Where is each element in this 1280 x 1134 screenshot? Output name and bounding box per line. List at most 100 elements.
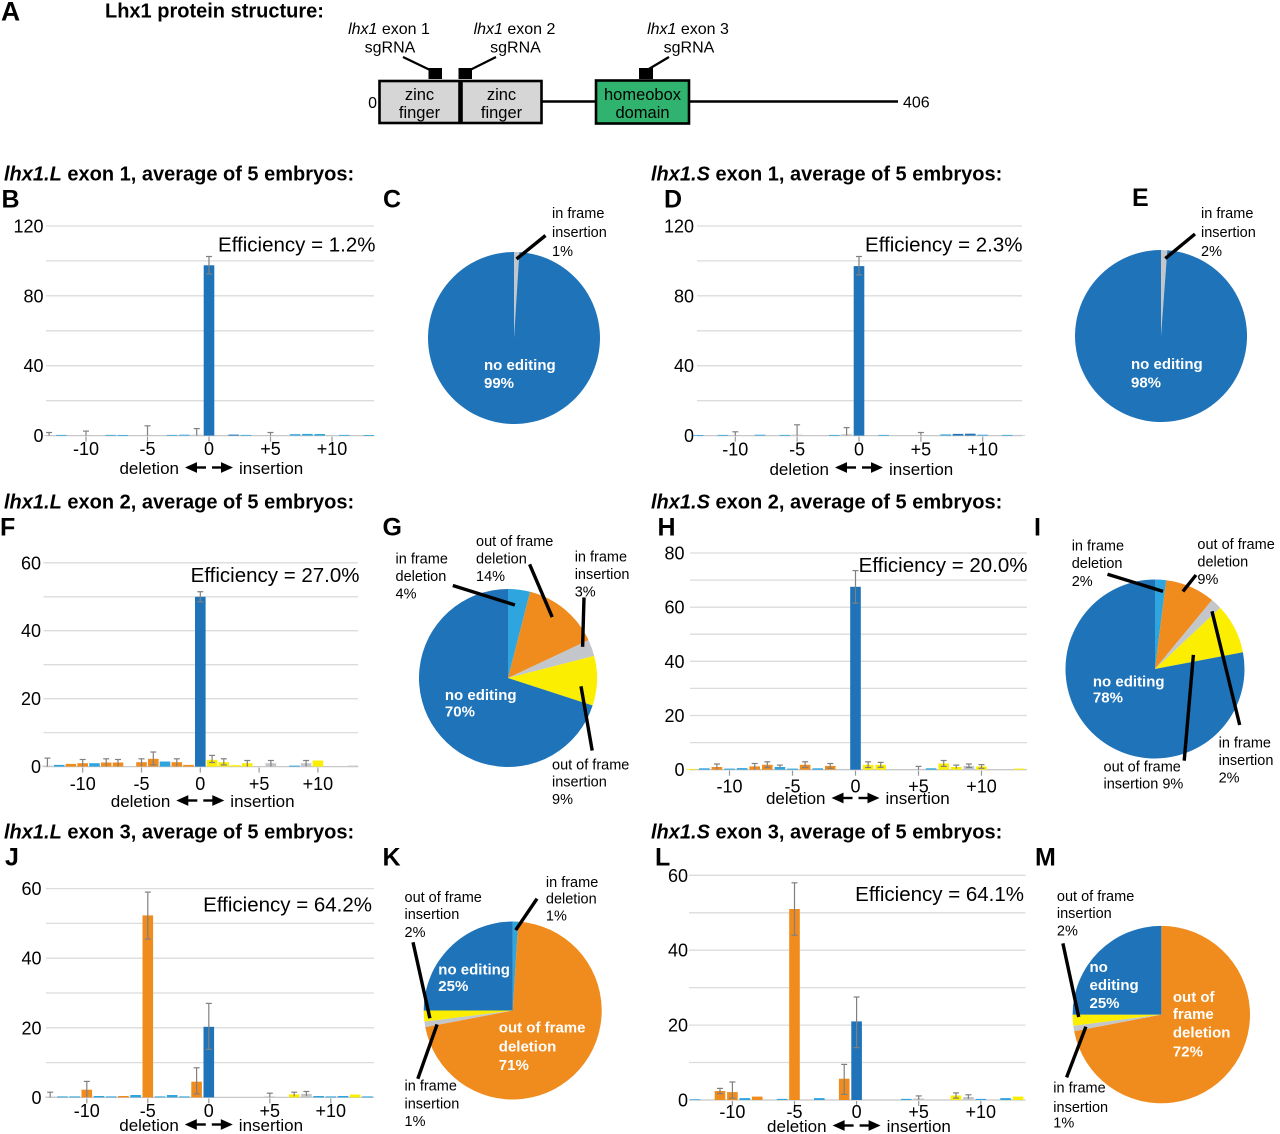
svg-text:-5: -5 — [784, 777, 800, 797]
svg-text:deletion: deletion — [111, 792, 171, 811]
svg-text:2%: 2% — [1201, 244, 1222, 260]
svg-text:-10: -10 — [722, 440, 748, 460]
svg-text:Efficiency = 64.2%: Efficiency = 64.2% — [203, 894, 372, 917]
svg-text:deletion: deletion — [546, 892, 597, 908]
svg-text:+5: +5 — [260, 439, 281, 459]
svg-text:out of frame: out of frame — [476, 534, 553, 550]
svg-text:-10: -10 — [70, 774, 96, 794]
svg-text:4%: 4% — [396, 587, 417, 603]
svg-text:deletion: deletion — [1072, 556, 1123, 572]
svg-text:deletion: deletion — [396, 569, 447, 585]
svg-text:lhx1.L exon 2, average of 5 em: lhx1.L exon 2, average of 5 embryos: — [4, 492, 354, 514]
svg-text:-5: -5 — [139, 439, 155, 459]
svg-text:deletion: deletion — [1173, 1025, 1231, 1042]
svg-text:Efficiency = 64.1%: Efficiency = 64.1% — [855, 883, 1024, 906]
svg-text:14%: 14% — [476, 569, 505, 585]
svg-text:insertion: insertion — [230, 792, 294, 811]
svg-text:insertion: insertion — [405, 907, 460, 923]
svg-text:1%: 1% — [1053, 1116, 1074, 1132]
svg-text:lhx1 exon 3: lhx1 exon 3 — [647, 21, 729, 38]
svg-text:-5: -5 — [789, 440, 805, 460]
svg-text:70%: 70% — [445, 704, 475, 721]
svg-text:domain: domain — [615, 104, 669, 122]
svg-text:lhx1.L exon 1, average of 5 em: lhx1.L exon 1, average of 5 embryos: — [4, 164, 354, 186]
svg-text:frame: frame — [1173, 1006, 1214, 1023]
svg-text:Efficiency = 1.2%: Efficiency = 1.2% — [218, 234, 375, 257]
svg-text:71%: 71% — [499, 1057, 529, 1074]
svg-text:finger: finger — [399, 104, 441, 122]
svg-text:editing: editing — [1090, 977, 1139, 994]
svg-text:C: C — [383, 186, 401, 214]
svg-text:lhx1.S exon 3, average of 5 em: lhx1.S exon 3, average of 5 embryos: — [651, 822, 1002, 844]
svg-text:+5: +5 — [911, 440, 932, 460]
svg-text:60: 60 — [668, 866, 688, 886]
svg-text:in frame: in frame — [1072, 539, 1124, 555]
svg-text:120: 120 — [664, 217, 694, 237]
svg-text:20: 20 — [21, 689, 41, 709]
svg-text:40: 40 — [23, 356, 43, 376]
svg-text:60: 60 — [21, 553, 41, 573]
svg-text:1%: 1% — [546, 909, 567, 925]
svg-text:40: 40 — [21, 621, 41, 641]
svg-text:2%: 2% — [1057, 924, 1078, 940]
svg-text:Efficiency = 2.3%: Efficiency = 2.3% — [865, 234, 1022, 257]
svg-text:out of: out of — [1173, 989, 1216, 1006]
svg-text:0: 0 — [33, 426, 43, 446]
svg-text:lhx1 exon 2: lhx1 exon 2 — [474, 21, 556, 38]
svg-text:insertion: insertion — [239, 1116, 303, 1134]
svg-text:insertion: insertion — [575, 567, 630, 583]
svg-text:-10: -10 — [719, 1102, 745, 1122]
svg-text:deletion: deletion — [119, 459, 179, 478]
svg-text:25%: 25% — [438, 978, 468, 995]
svg-text:0: 0 — [852, 1102, 862, 1122]
svg-text:insertion: insertion — [1201, 225, 1256, 241]
svg-text:120: 120 — [13, 217, 43, 237]
svg-text:Efficiency = 20.0%: Efficiency = 20.0% — [859, 554, 1028, 577]
svg-text:lhx1 exon 1: lhx1 exon 1 — [348, 21, 430, 38]
svg-text:sgRNA: sgRNA — [664, 40, 715, 57]
svg-text:Lhx1 protein structure:: Lhx1 protein structure: — [105, 1, 324, 23]
svg-text:insertion: insertion — [1057, 906, 1112, 922]
svg-text:60: 60 — [664, 598, 684, 618]
svg-text:A: A — [1, 0, 20, 27]
svg-text:0: 0 — [31, 1088, 41, 1108]
svg-text:deletion: deletion — [499, 1039, 557, 1056]
svg-text:in frame: in frame — [1201, 206, 1253, 222]
svg-text:0: 0 — [678, 1091, 688, 1111]
svg-text:in frame: in frame — [552, 206, 604, 222]
svg-text:deletion: deletion — [767, 1117, 827, 1134]
svg-text:out of frame: out of frame — [1057, 889, 1134, 905]
svg-text:no editing: no editing — [1131, 356, 1203, 373]
svg-text:2%: 2% — [405, 925, 426, 941]
svg-text:+10: +10 — [966, 777, 997, 797]
svg-text:2%: 2% — [1219, 771, 1240, 787]
svg-text:insertion: insertion — [1053, 1100, 1108, 1116]
svg-text:lhx1.S exon 1, average of 5 em: lhx1.S exon 1, average of 5 embryos: — [651, 164, 1002, 186]
svg-text:40: 40 — [21, 949, 41, 969]
svg-text:deletion: deletion — [766, 789, 826, 808]
svg-text:40: 40 — [668, 941, 688, 961]
svg-text:in frame: in frame — [575, 550, 627, 566]
svg-text:insertion: insertion — [889, 460, 953, 479]
svg-text:out of frame: out of frame — [1197, 537, 1274, 553]
svg-text:insertion: insertion — [405, 1096, 460, 1112]
svg-text:out of frame: out of frame — [552, 758, 629, 774]
svg-text:0: 0 — [850, 777, 860, 797]
svg-text:0: 0 — [204, 439, 214, 459]
svg-text:-10: -10 — [73, 439, 99, 459]
svg-text:insertion: insertion — [1219, 753, 1274, 769]
svg-text:out of frame: out of frame — [499, 1019, 586, 1036]
svg-text:0: 0 — [684, 426, 694, 446]
svg-text:+10: +10 — [966, 1102, 997, 1122]
svg-text:0: 0 — [854, 440, 864, 460]
svg-text:-10: -10 — [74, 1101, 100, 1121]
svg-text:insertion 9%: insertion 9% — [1104, 777, 1184, 793]
svg-text:80: 80 — [674, 286, 694, 306]
svg-text:insertion: insertion — [887, 1117, 951, 1134]
svg-text:G: G — [383, 514, 402, 542]
svg-text:-5: -5 — [140, 1101, 156, 1121]
svg-text:1%: 1% — [552, 244, 573, 260]
svg-text:78%: 78% — [1093, 690, 1123, 707]
svg-text:0: 0 — [204, 1101, 214, 1121]
svg-text:60: 60 — [21, 879, 41, 899]
